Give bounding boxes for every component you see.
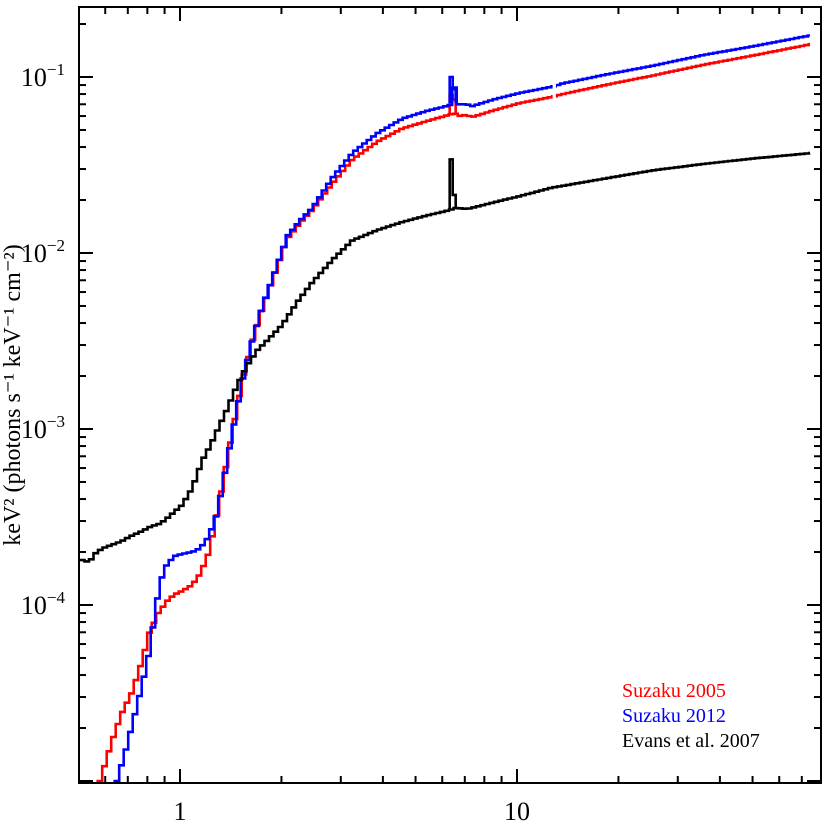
instrument-gap [552,9,556,129]
y-tick-label: 10−2 [21,236,65,268]
fe-line-spike [448,158,457,209]
axis-ticks [79,7,821,783]
y-axis-label: keV² (photons s⁻¹ keV⁻¹ cm⁻²) [0,244,26,545]
legend-item-evans-2007: Evans et al. 2007 [622,730,760,752]
y-tick-label: 10−3 [21,412,65,444]
tick-labels: 1 10 10−1 10−2 10−3 10−4 [21,60,530,826]
fe-line-spike [448,75,457,104]
x-tick-label: 1 [174,797,187,826]
series-suzaku-2005 [96,42,810,783]
x-tick-label: 10 [504,797,530,826]
plot-frame [78,6,822,784]
y-tick-label: 10−1 [21,60,65,92]
legend-item-suzaku-2005: Suzaku 2005 [622,680,726,702]
legend: Suzaku 2005 Suzaku 2012 Evans et al. 200… [622,680,760,752]
legend-item-suzaku-2012: Suzaku 2012 [622,705,726,727]
series-layer [80,9,811,783]
series-suzaku-2012 [113,34,810,783]
y-tick-label: 10−4 [21,588,66,620]
series-evans-et-al-2007 [80,151,811,563]
